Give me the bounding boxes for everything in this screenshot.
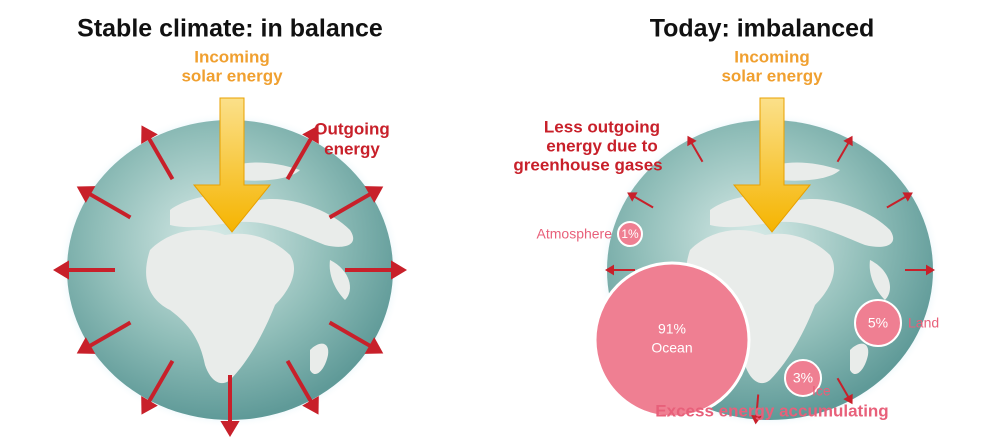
atmosphere-bubble (617, 221, 643, 247)
title: Today: imbalanced (650, 15, 875, 43)
arrow-head (364, 186, 384, 203)
arrow-head (391, 260, 407, 280)
outgoing-arrow (631, 194, 654, 209)
reservoir-label: Ice (812, 383, 831, 399)
reservoir-label: Land (908, 315, 939, 331)
outgoing-arrow (689, 139, 704, 163)
percent: 3% (793, 370, 813, 386)
outgoing-arrow (285, 132, 316, 181)
outgoing-label: energy due to (546, 136, 657, 155)
incoming-label: Incoming (194, 47, 270, 66)
ocean-bubble (593, 261, 751, 419)
arrow-head (53, 260, 69, 280)
outgoing-arrow (886, 194, 909, 209)
footer: Excess energy accumulating (655, 401, 888, 420)
title: Stable climate: in balance (77, 15, 383, 43)
arrow-head (627, 192, 638, 202)
outgoing-label: Less outgoing (544, 117, 660, 136)
reservoir-label: Atmosphere (537, 226, 613, 242)
ice-bubble (784, 359, 822, 397)
arrow-head (843, 393, 853, 405)
arrow-head (902, 192, 913, 202)
outgoing-arrow (144, 359, 175, 408)
percent: 1% (621, 227, 639, 241)
arrow-head (220, 421, 240, 437)
arrow-head (751, 414, 762, 425)
arrow-head (141, 125, 158, 145)
outgoing-arrow (144, 132, 175, 181)
arrow-head (141, 395, 158, 415)
percent: 91% (658, 321, 686, 337)
arrow-head (364, 337, 384, 354)
incoming-label: solar energy (721, 66, 823, 85)
arrow-head (302, 395, 319, 415)
incoming-arrow (192, 97, 272, 233)
arrow-head (843, 135, 853, 147)
arrows (53, 125, 935, 437)
land-bubble (854, 299, 902, 347)
arrow-head (605, 264, 614, 276)
outgoing-arrow (84, 320, 132, 351)
arrow-head (926, 264, 935, 276)
incoming-label: solar energy (181, 66, 283, 85)
outgoing-arrow (836, 139, 851, 163)
arrow-head (76, 186, 96, 203)
outgoing-label: Outgoing (314, 119, 390, 138)
outgoing-arrow (285, 359, 316, 408)
outgoing-label: greenhouse gases (513, 155, 662, 174)
outgoing-arrow (328, 189, 376, 220)
outgoing-arrow (836, 377, 851, 401)
percent: 5% (868, 315, 888, 331)
outgoing-arrow (755, 394, 760, 420)
incoming-arrow (732, 97, 812, 233)
arrow-head (687, 135, 697, 147)
arrow-head (302, 125, 319, 145)
outgoing-label: energy (324, 139, 380, 158)
outgoing-arrow (328, 320, 376, 351)
reservoir-label: Ocean (651, 340, 692, 356)
outgoing-arrow (84, 189, 132, 220)
arrow-head (76, 337, 96, 354)
incoming-label: Incoming (734, 47, 810, 66)
